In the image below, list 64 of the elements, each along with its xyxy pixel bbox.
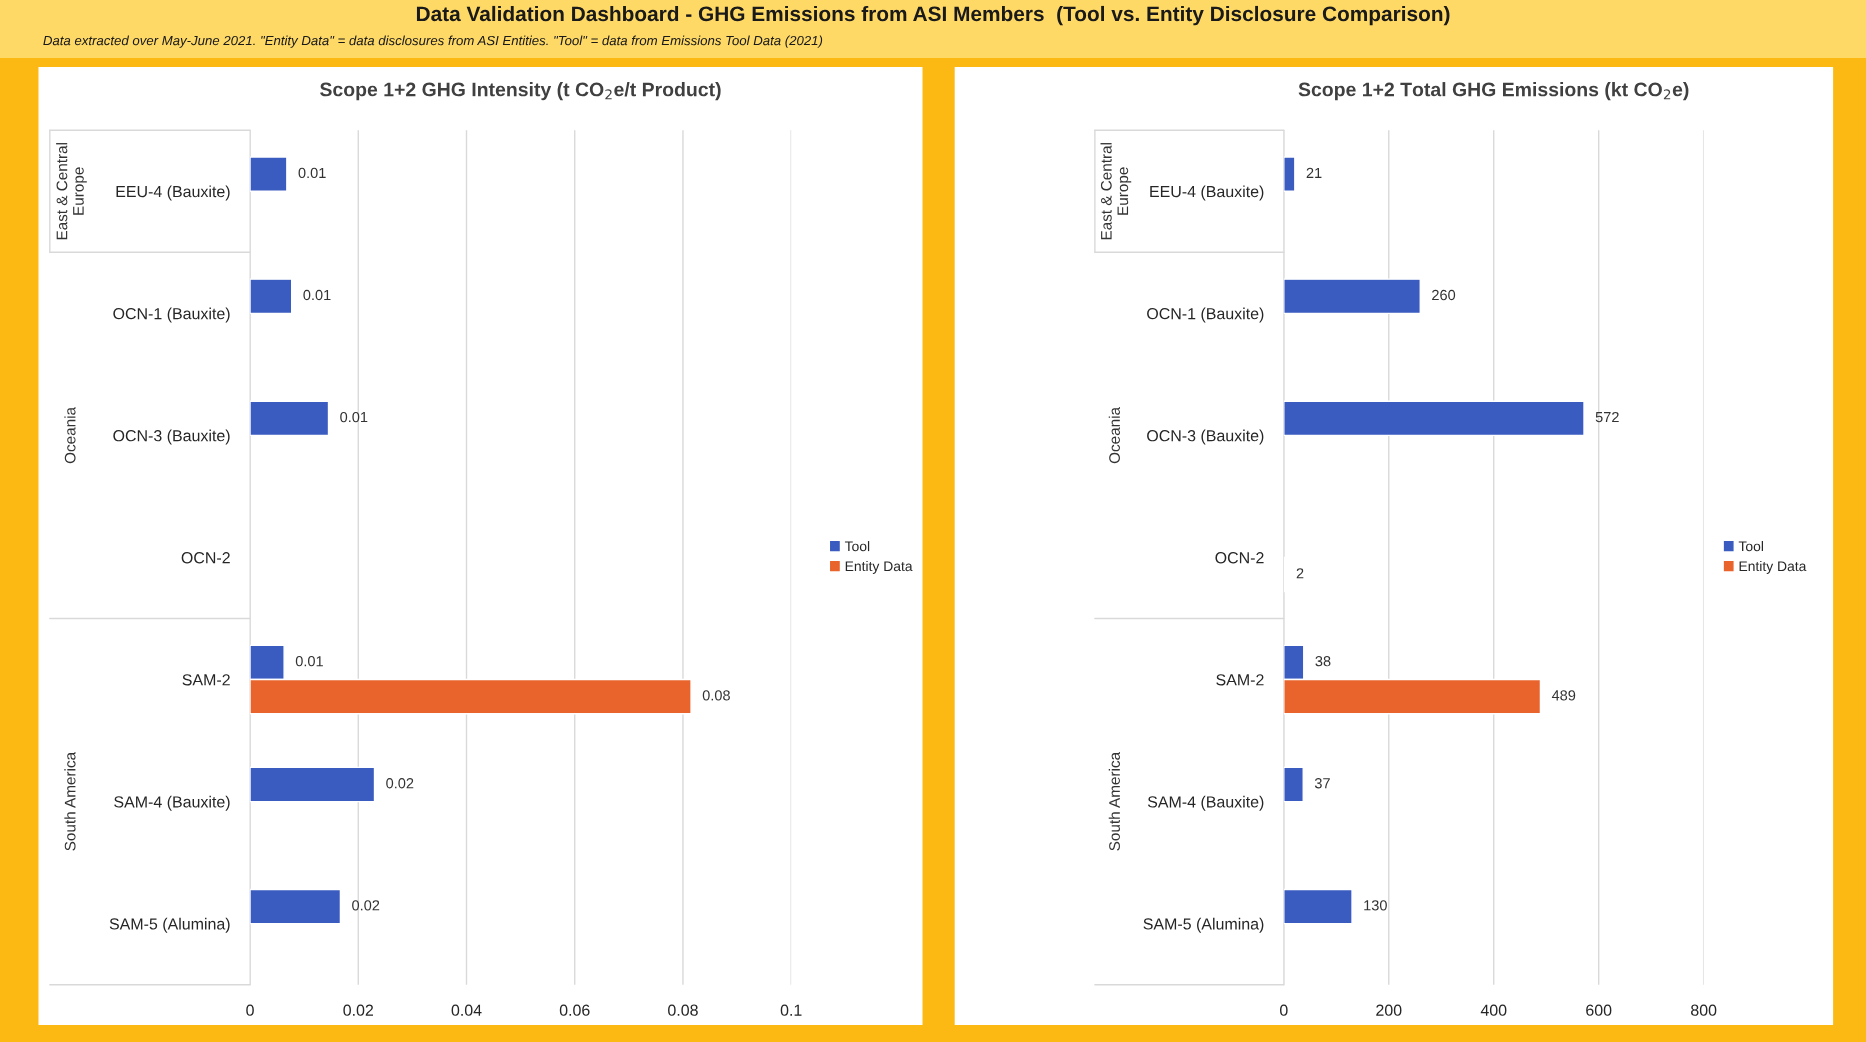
data-label: 37: [1314, 778, 1330, 789]
bar: [1283, 888, 1353, 925]
legend-label: Tool: [844, 541, 870, 552]
data-label: 21: [1306, 167, 1322, 178]
bar: [1283, 766, 1304, 803]
y-tick-label: OCN-2: [1215, 552, 1264, 564]
text: South America: [64, 751, 76, 851]
data-label: 0.01: [295, 656, 323, 667]
y-tick-label: EEU-4 (Bauxite): [1150, 185, 1264, 201]
bar: [250, 400, 330, 437]
y-tick-label: SAM-5 (Alumina): [1143, 917, 1264, 933]
data-label: 0.02: [386, 778, 414, 789]
bar: [1283, 400, 1585, 437]
y-tick-label: OCN-3 (Bauxite): [1147, 429, 1264, 445]
y-tick-label: OCN-1 (Bauxite): [113, 307, 230, 323]
x-tick-label: 800: [1691, 1004, 1717, 1016]
text: East & Central Europe: [56, 143, 87, 240]
data-label: 0.01: [298, 167, 326, 179]
data-label: 0.02: [352, 900, 380, 911]
x-tick-label: 0: [246, 1004, 254, 1016]
data-label: 0.08: [702, 690, 730, 701]
text: Data extracted over May-June 2021. "Entity Data" = data disclosures from ASI Entities. "Tool" = data from Emissions Tool Data (2021): [43, 35, 823, 48]
bar: [250, 766, 376, 803]
legend-label: Tool: [1738, 541, 1763, 552]
data-label: 0.01: [340, 411, 368, 423]
chart-title: Scope 1+2 GHG Intensity (t CO$_{2}$e/t Product): [320, 82, 721, 101]
bar: [250, 156, 288, 192]
bar: [250, 888, 342, 925]
legend-label: Entity Data: [1739, 560, 1807, 574]
y-tick-label: OCN-2: [181, 552, 230, 564]
y-tick-label: SAM-4 (Bauxite): [1147, 795, 1264, 811]
x-tick-label: 0.06: [559, 1004, 590, 1016]
text: South America: [1108, 751, 1120, 851]
y-tick-label: EEU-4 (Bauxite): [116, 185, 230, 201]
chart-title: Scope 1+2 Total GHG Emissions (kt CO$_{2}$e): [1298, 82, 1689, 101]
bar: [1283, 156, 1296, 192]
data-label: 260: [1432, 289, 1456, 301]
data-label: 572: [1595, 411, 1619, 423]
y-tick-label: OCN-1 (Bauxite): [1147, 307, 1264, 323]
y-tick-label: OCN-3 (Bauxite): [113, 429, 230, 445]
data-label: 38: [1315, 656, 1331, 667]
y-tick-label: SAM-5 (Alumina): [109, 917, 230, 933]
x-tick-label: 400: [1480, 1004, 1507, 1016]
x-tick-label: 0.04: [451, 1004, 482, 1016]
x-tick-label: 0: [1279, 1004, 1288, 1016]
bar: [1283, 278, 1421, 315]
legend-label: Entity Data: [845, 560, 913, 574]
data-label: 130: [1364, 900, 1387, 911]
text: Data Validation Dashboard - GHG Emissions from ASI Members (Tool vs. Entity Disclosure Comparison): [416, 5, 1450, 26]
x-tick-label: 0.1: [780, 1004, 802, 1016]
x-tick-label: 600: [1586, 1004, 1612, 1016]
text: East & Central Europe: [1100, 143, 1132, 240]
text: Oceania: [1108, 406, 1120, 464]
bar: [250, 278, 293, 315]
x-tick-label: 0.02: [343, 1004, 374, 1016]
x-tick-label: 0.08: [668, 1004, 698, 1016]
y-tick-label: SAM-2: [182, 674, 230, 686]
text: Oceania: [64, 406, 76, 464]
y-tick-label: SAM-2: [1216, 674, 1264, 686]
data-label: 2: [1296, 568, 1304, 579]
data-label: 0.01: [303, 289, 331, 301]
data-label: 489: [1551, 690, 1576, 701]
x-tick-label: 200: [1376, 1004, 1402, 1016]
y-tick-label: SAM-4 (Bauxite): [114, 795, 230, 811]
